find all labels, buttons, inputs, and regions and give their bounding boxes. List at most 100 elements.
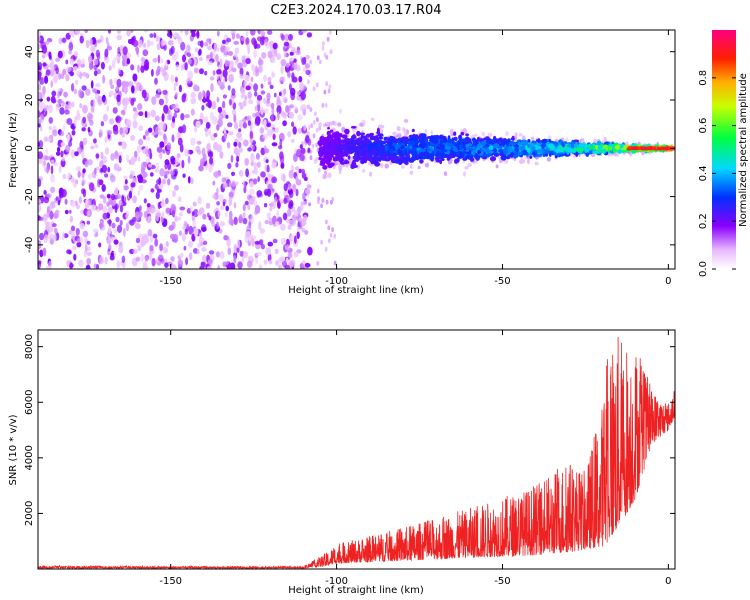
noise-cell: [224, 211, 228, 218]
noise-cell: [202, 90, 205, 97]
signal-cell: [392, 152, 397, 156]
signal-cell: [369, 134, 374, 141]
halo-cell: [340, 164, 346, 168]
noise-cell: [68, 262, 74, 269]
noise-cell: [177, 137, 183, 146]
noise-cell: [157, 261, 162, 266]
noise-cell: [175, 51, 179, 59]
noise-cell: [233, 141, 238, 147]
noise-cell: [222, 94, 227, 99]
noise-cell: [284, 264, 290, 269]
noise-cell: [38, 199, 42, 204]
signal-cell: [374, 161, 381, 167]
noise-cell: [135, 237, 141, 244]
noise-cell: [238, 141, 242, 149]
noise-cell: [315, 117, 319, 123]
noise-cell: [292, 184, 297, 193]
halo-cell: [565, 137, 569, 142]
noise-cell: [320, 239, 323, 245]
noise-cell: [173, 233, 179, 243]
signal-cell: [452, 151, 456, 155]
signal-cell: [498, 149, 504, 153]
noise-cell: [80, 63, 85, 68]
noise-cell: [172, 210, 175, 218]
noise-cell: [147, 229, 153, 237]
noise-cell: [87, 126, 91, 133]
noise-cell: [325, 81, 329, 86]
noise-cell: [201, 224, 207, 233]
noise-cell: [156, 162, 160, 169]
signal-cell: [554, 155, 558, 159]
noise-cell: [242, 212, 246, 218]
noise-cell: [101, 94, 106, 103]
noise-cell: [90, 145, 95, 150]
noise-cell: [161, 211, 165, 218]
halo-cell: [339, 108, 342, 114]
noise-cell: [154, 238, 159, 247]
signal-cell: [465, 148, 470, 152]
noise-cell: [84, 30, 89, 34]
halo-cell: [417, 165, 421, 170]
noise-cell: [294, 108, 299, 114]
noise-cell: [216, 30, 220, 37]
noise-cell: [205, 202, 211, 209]
noise-cell: [234, 60, 238, 65]
noise-cell: [52, 75, 58, 84]
noise-cell: [157, 88, 161, 93]
noise-cell: [263, 188, 270, 196]
noise-cell: [85, 88, 91, 96]
noise-cell: [208, 151, 213, 158]
signal-cell: [578, 143, 585, 149]
signal-cell: [465, 133, 469, 137]
noise-cell: [333, 260, 337, 266]
noise-cell: [231, 180, 236, 188]
noise-cell: [100, 121, 105, 127]
noise-cell: [109, 200, 113, 206]
noise-cell: [279, 76, 285, 84]
halo-cell: [327, 172, 332, 179]
noise-cell: [330, 199, 333, 205]
noise-cell: [48, 104, 53, 114]
noise-cell: [260, 90, 266, 95]
noise-cell: [77, 146, 83, 154]
noise-cell: [98, 179, 104, 186]
signal-cell: [433, 148, 438, 154]
noise-cell: [197, 49, 202, 57]
noise-cell: [271, 176, 278, 184]
noise-cell: [118, 68, 121, 75]
noise-cell: [180, 41, 186, 51]
noise-cell: [223, 127, 227, 134]
signal-cell: [327, 145, 333, 151]
signal-cell: [389, 149, 393, 154]
noise-cell: [311, 143, 315, 149]
noise-cell: [42, 85, 46, 95]
noise-cell: [333, 233, 337, 239]
noise-cell: [38, 140, 44, 148]
noise-cell: [294, 166, 300, 171]
noise-cell: [305, 134, 310, 144]
noise-cell: [233, 121, 239, 130]
noise-cell: [263, 203, 268, 208]
noise-cell: [259, 228, 265, 234]
noise-cell: [104, 48, 109, 58]
noise-cell: [50, 186, 56, 194]
signal-cell: [558, 145, 563, 151]
noise-cell: [130, 182, 136, 188]
noise-cell: [167, 261, 173, 267]
signal-cell: [573, 139, 580, 143]
noise-cell: [70, 230, 75, 240]
halo-cell: [546, 157, 552, 162]
noise-cell: [312, 86, 316, 92]
noise-cell: [245, 31, 249, 37]
noise-cell: [77, 170, 81, 178]
noise-cell: [164, 174, 168, 179]
noise-cell: [212, 180, 216, 186]
noise-cell: [263, 259, 268, 265]
noise-cell: [62, 68, 67, 76]
noise-cell: [48, 260, 53, 269]
noise-cell: [233, 40, 239, 45]
halo-cell: [381, 125, 385, 129]
noise-cell: [99, 194, 105, 199]
signal-cell: [416, 135, 422, 140]
